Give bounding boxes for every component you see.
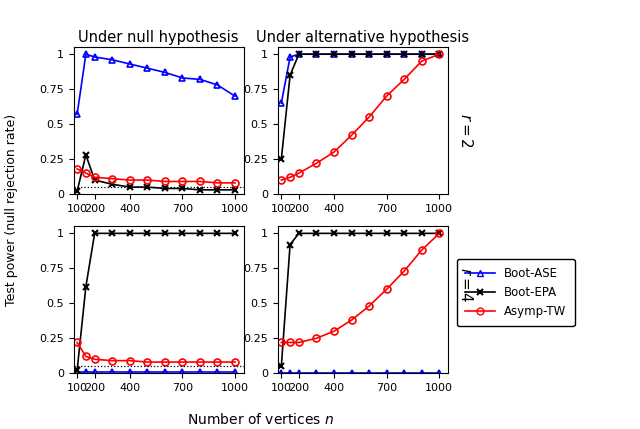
Text: Test power (null rejection rate): Test power (null rejection rate) xyxy=(5,114,18,306)
Title: Under alternative hypothesis: Under alternative hypothesis xyxy=(257,30,470,45)
Text: $r=2$: $r=2$ xyxy=(458,113,474,148)
Text: $r=4$: $r=4$ xyxy=(458,267,474,303)
Title: Under null hypothesis: Under null hypothesis xyxy=(79,30,239,45)
Legend: Boot-ASE, Boot-EPA, Asymp-TW: Boot-ASE, Boot-EPA, Asymp-TW xyxy=(457,259,575,326)
Text: Number of vertices $n$: Number of vertices $n$ xyxy=(187,412,334,427)
